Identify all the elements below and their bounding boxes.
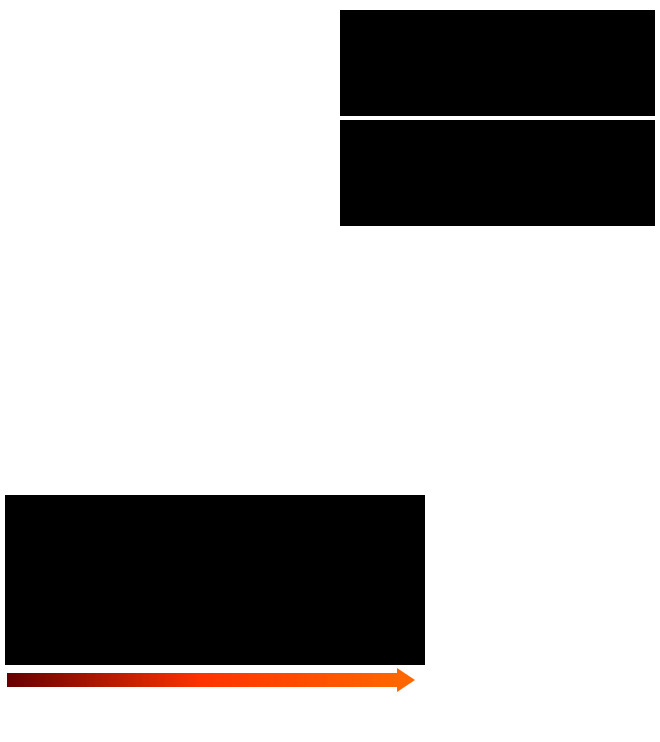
- panel-b: [340, 10, 655, 228]
- panel-b-top: [340, 10, 655, 116]
- panel-d-chart: [340, 235, 655, 465]
- panel-e: [5, 473, 425, 733]
- figure-container: [5, 5, 655, 737]
- panel-e-arrow-head-icon: [397, 668, 415, 692]
- panel-d: [340, 235, 655, 465]
- panel-e-arrow: [7, 673, 399, 687]
- panel-a: [5, 5, 335, 235]
- panel-e-photo: [5, 495, 425, 665]
- panel-f: [430, 473, 655, 733]
- panel-a-chart: [5, 5, 335, 235]
- panel-b-bottom: [340, 120, 655, 226]
- panel-c: [5, 235, 335, 465]
- panel-f-chart: [430, 473, 655, 723]
- panel-c-chart: [5, 235, 335, 465]
